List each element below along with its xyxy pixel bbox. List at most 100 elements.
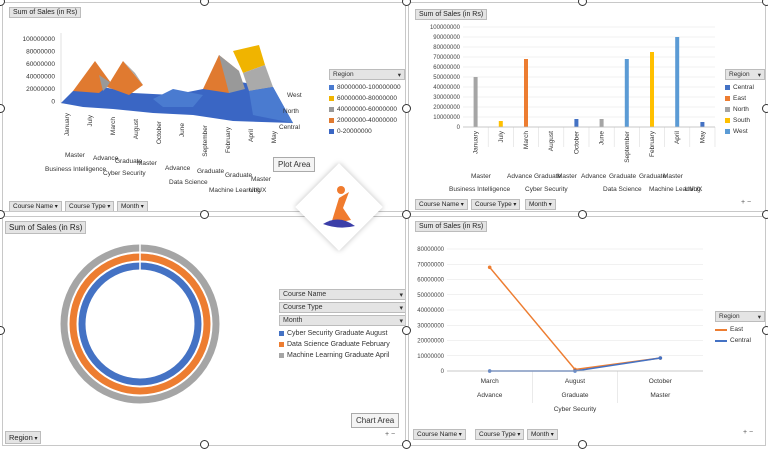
surface-course-label: Machine Learning bbox=[209, 187, 261, 194]
resize-handle[interactable] bbox=[0, 0, 5, 6]
bar-y-tick: 90000000 bbox=[433, 35, 460, 41]
surface-legend: Region 80000000-100000000 60000000-800000… bbox=[329, 69, 405, 139]
surface-month-label: August bbox=[133, 119, 140, 139]
surface-type-label: Advance bbox=[165, 165, 191, 172]
resize-handle[interactable] bbox=[0, 210, 5, 219]
surface-course-label: Data Science bbox=[169, 179, 208, 186]
bar-x-label: July bbox=[498, 130, 505, 142]
month-field[interactable]: Month bbox=[279, 315, 405, 326]
line-y-tick: 80000000 bbox=[417, 247, 444, 253]
bar-north-january bbox=[473, 77, 478, 127]
sales-field-button[interactable]: Sum of Sales (in Rs) bbox=[415, 9, 488, 20]
resize-handle[interactable] bbox=[762, 0, 768, 6]
sales-field-button[interactable]: Sum of Sales (in Rs) bbox=[5, 221, 87, 234]
sales-field-button[interactable]: Sum of Sales (in Rs) bbox=[9, 7, 82, 18]
resize-handle[interactable] bbox=[762, 210, 768, 219]
line-subcategory-label: Advance bbox=[477, 392, 503, 399]
surface-month-label: February bbox=[225, 126, 232, 153]
line-subcategory-label: Graduate bbox=[561, 392, 588, 399]
course-name-filter[interactable]: Course Name bbox=[415, 199, 468, 210]
bar-type-label: Graduate bbox=[534, 173, 561, 180]
resize-handle[interactable] bbox=[578, 210, 587, 219]
surface-month-label: April bbox=[248, 128, 255, 142]
resize-handle[interactable] bbox=[200, 0, 209, 6]
resize-handle[interactable] bbox=[0, 326, 5, 335]
resize-handle[interactable] bbox=[200, 210, 209, 219]
bar-x-label: April bbox=[674, 130, 681, 144]
doughnut-legend-item: Machine Learning Graduate April bbox=[279, 352, 405, 359]
surface-y-tick: 20000000 bbox=[26, 86, 55, 93]
doughnut-filter-legend: Course Name Course Type Month Cyber Secu… bbox=[279, 289, 405, 363]
line-legend-label: East bbox=[730, 326, 744, 333]
bar-course-label: Data Science bbox=[603, 186, 642, 193]
plot-area-tag: Plot Area bbox=[273, 157, 316, 172]
resize-handle[interactable] bbox=[402, 326, 411, 335]
line-course-label: Cyber Security bbox=[554, 406, 597, 413]
surface-peak-right-grey2 bbox=[243, 65, 273, 91]
surface-legend-swatch bbox=[329, 118, 334, 123]
course-type-filter[interactable]: Course Type bbox=[471, 199, 521, 210]
bar-south-july bbox=[498, 121, 503, 127]
doughnut-legend-label: Data Science Graduate February bbox=[287, 341, 390, 348]
bar-chart: 1000000009000000080000000700000006000000… bbox=[430, 25, 716, 193]
line-point-east bbox=[487, 265, 492, 270]
surface-peak-mid-orange bbox=[107, 61, 143, 95]
bar-type-label: Advance bbox=[507, 173, 533, 180]
bar-y-tick: 80000000 bbox=[433, 45, 460, 51]
bar-central-october bbox=[574, 119, 579, 127]
surface-y-tick: 60000000 bbox=[26, 61, 55, 68]
surface-chart-panel[interactable]: Sum of Sales (in Rs) 100000000 80000000 60… bbox=[2, 2, 406, 212]
bar-y-tick: 70000000 bbox=[433, 55, 460, 61]
region-legend-title[interactable]: Region bbox=[725, 69, 765, 80]
doughnut-chart-panel[interactable]: Sum of Sales (in Rs) Course Name Course … bbox=[2, 216, 406, 446]
course-type-filter[interactable]: Course Type bbox=[65, 201, 115, 211]
surface-legend-swatch bbox=[329, 129, 334, 134]
bar-legend-item: West bbox=[725, 128, 765, 135]
chart-area-tag: Chart Area bbox=[351, 413, 400, 428]
course-type-field[interactable]: Course Type bbox=[279, 302, 405, 313]
resize-handle[interactable] bbox=[762, 104, 768, 113]
surface-peak-right-grey bbox=[219, 55, 245, 93]
bar-chart-panel[interactable]: Sum of Sales (in Rs) 100000000 90000000 80… bbox=[408, 2, 766, 212]
surface-depth-axis: West North Central bbox=[279, 92, 302, 131]
line-legend: Region East Central bbox=[715, 311, 765, 348]
bar-x-label: February bbox=[649, 130, 656, 157]
month-filter[interactable]: Month bbox=[117, 201, 148, 211]
zoom-controls[interactable]: + − bbox=[385, 431, 396, 438]
course-name-filter[interactable]: Course Name bbox=[9, 201, 62, 211]
surface-month-label: May bbox=[271, 130, 278, 143]
line-chart-panel[interactable]: Sum of Sales (in Rs) 80000000 70000000 600… bbox=[408, 216, 766, 446]
zoom-controls[interactable]: + − bbox=[741, 199, 752, 206]
zoom-controls[interactable]: + − bbox=[743, 429, 754, 436]
surface-type-label: Graduate bbox=[225, 172, 252, 179]
region-legend-title[interactable]: Region bbox=[715, 311, 765, 322]
line-series-east bbox=[489, 266, 661, 371]
bar-course-label: Machine Learning bbox=[649, 186, 701, 193]
line-y-tick: 40000000 bbox=[417, 308, 444, 314]
course-name-filter[interactable]: Course Name bbox=[413, 429, 466, 440]
bar-x-label: October bbox=[573, 130, 580, 154]
bar-legend-item: South bbox=[725, 117, 765, 124]
line-legend-item: Central bbox=[715, 337, 765, 344]
resize-handle[interactable] bbox=[402, 210, 411, 219]
resize-handle[interactable] bbox=[0, 104, 5, 113]
sales-field-button[interactable]: Sum of Sales (in Rs) bbox=[415, 221, 488, 232]
resize-handle[interactable] bbox=[402, 104, 411, 113]
course-type-filter[interactable]: Course Type bbox=[475, 429, 525, 440]
resize-handle[interactable] bbox=[762, 326, 768, 335]
resize-handle[interactable] bbox=[578, 0, 587, 6]
region-legend-title[interactable]: Region bbox=[329, 69, 405, 80]
bar-x-label: January bbox=[473, 130, 480, 154]
month-filter[interactable]: Month bbox=[527, 429, 558, 440]
month-filter[interactable]: Month bbox=[525, 199, 556, 210]
surface-y-axis: 100000000 80000000 60000000 40000000 2000000… bbox=[22, 36, 55, 106]
region-filter[interactable]: Region bbox=[5, 431, 42, 444]
bar-legend: Region Central East North South West bbox=[725, 69, 765, 139]
surface-mid-blue bbox=[153, 89, 203, 107]
resize-handle[interactable] bbox=[402, 0, 411, 6]
surface-type-label: Master bbox=[65, 152, 86, 159]
surface-course-label: UI/UX bbox=[249, 187, 267, 194]
surface-peak-right-yellow bbox=[233, 45, 265, 73]
surface-legend-item: 0-20000000 bbox=[329, 128, 405, 135]
course-name-field[interactable]: Course Name bbox=[279, 289, 405, 300]
